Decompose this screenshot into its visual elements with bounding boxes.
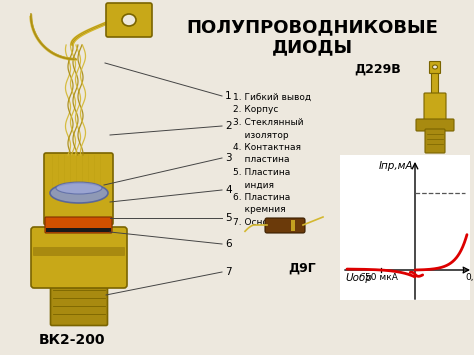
FancyBboxPatch shape (431, 71, 438, 94)
Text: ДИОДЫ: ДИОДЫ (272, 38, 353, 56)
Text: 3: 3 (225, 153, 232, 163)
Text: 5. Пластина: 5. Пластина (233, 168, 290, 177)
Text: Д229В: Д229В (355, 63, 401, 76)
Ellipse shape (50, 183, 108, 203)
Text: 0,5: 0,5 (465, 273, 474, 282)
FancyBboxPatch shape (429, 61, 440, 73)
Text: Д9Г: Д9Г (288, 262, 316, 275)
Text: кремния: кремния (233, 206, 286, 214)
Text: 7. Основание: 7. Основание (233, 218, 296, 227)
Text: 2: 2 (225, 121, 232, 131)
Text: 2. Корпус: 2. Корпус (233, 105, 278, 115)
FancyBboxPatch shape (424, 93, 446, 125)
Text: пластина: пластина (233, 155, 290, 164)
Text: Uобр: Uобр (345, 273, 372, 283)
Text: 7: 7 (225, 267, 232, 277)
Text: 4. Контактная: 4. Контактная (233, 143, 301, 152)
FancyBboxPatch shape (44, 153, 113, 225)
Bar (291, 220, 295, 231)
Text: изолятор: изолятор (233, 131, 289, 140)
Text: ПОЛУПРОВОДНИКОВЫЕ: ПОЛУПРОВОДНИКОВЫЕ (186, 18, 438, 36)
Text: 1. Гибкий вывод: 1. Гибкий вывод (233, 93, 311, 102)
FancyBboxPatch shape (45, 217, 112, 233)
Ellipse shape (122, 14, 136, 26)
Text: Iпр,мА: Iпр,мА (378, 161, 413, 171)
FancyBboxPatch shape (416, 119, 454, 131)
FancyBboxPatch shape (265, 218, 305, 233)
FancyBboxPatch shape (31, 227, 127, 288)
Text: 50 мкА: 50 мкА (365, 273, 397, 282)
FancyBboxPatch shape (33, 247, 125, 256)
FancyBboxPatch shape (51, 280, 108, 326)
Text: 6. Пластина: 6. Пластина (233, 193, 290, 202)
Ellipse shape (56, 182, 102, 194)
Text: 1: 1 (225, 91, 232, 101)
Bar (340, 155, 470, 300)
FancyBboxPatch shape (425, 129, 445, 153)
FancyBboxPatch shape (106, 3, 152, 37)
Bar (46, 228, 111, 232)
Text: ВК2-200: ВК2-200 (39, 333, 105, 347)
Text: 3. Стеклянный: 3. Стеклянный (233, 118, 303, 127)
Text: индия: индия (233, 180, 274, 190)
Text: 6: 6 (225, 239, 232, 249)
Ellipse shape (432, 65, 438, 69)
Text: 4: 4 (225, 185, 232, 195)
Text: 5: 5 (225, 213, 232, 223)
